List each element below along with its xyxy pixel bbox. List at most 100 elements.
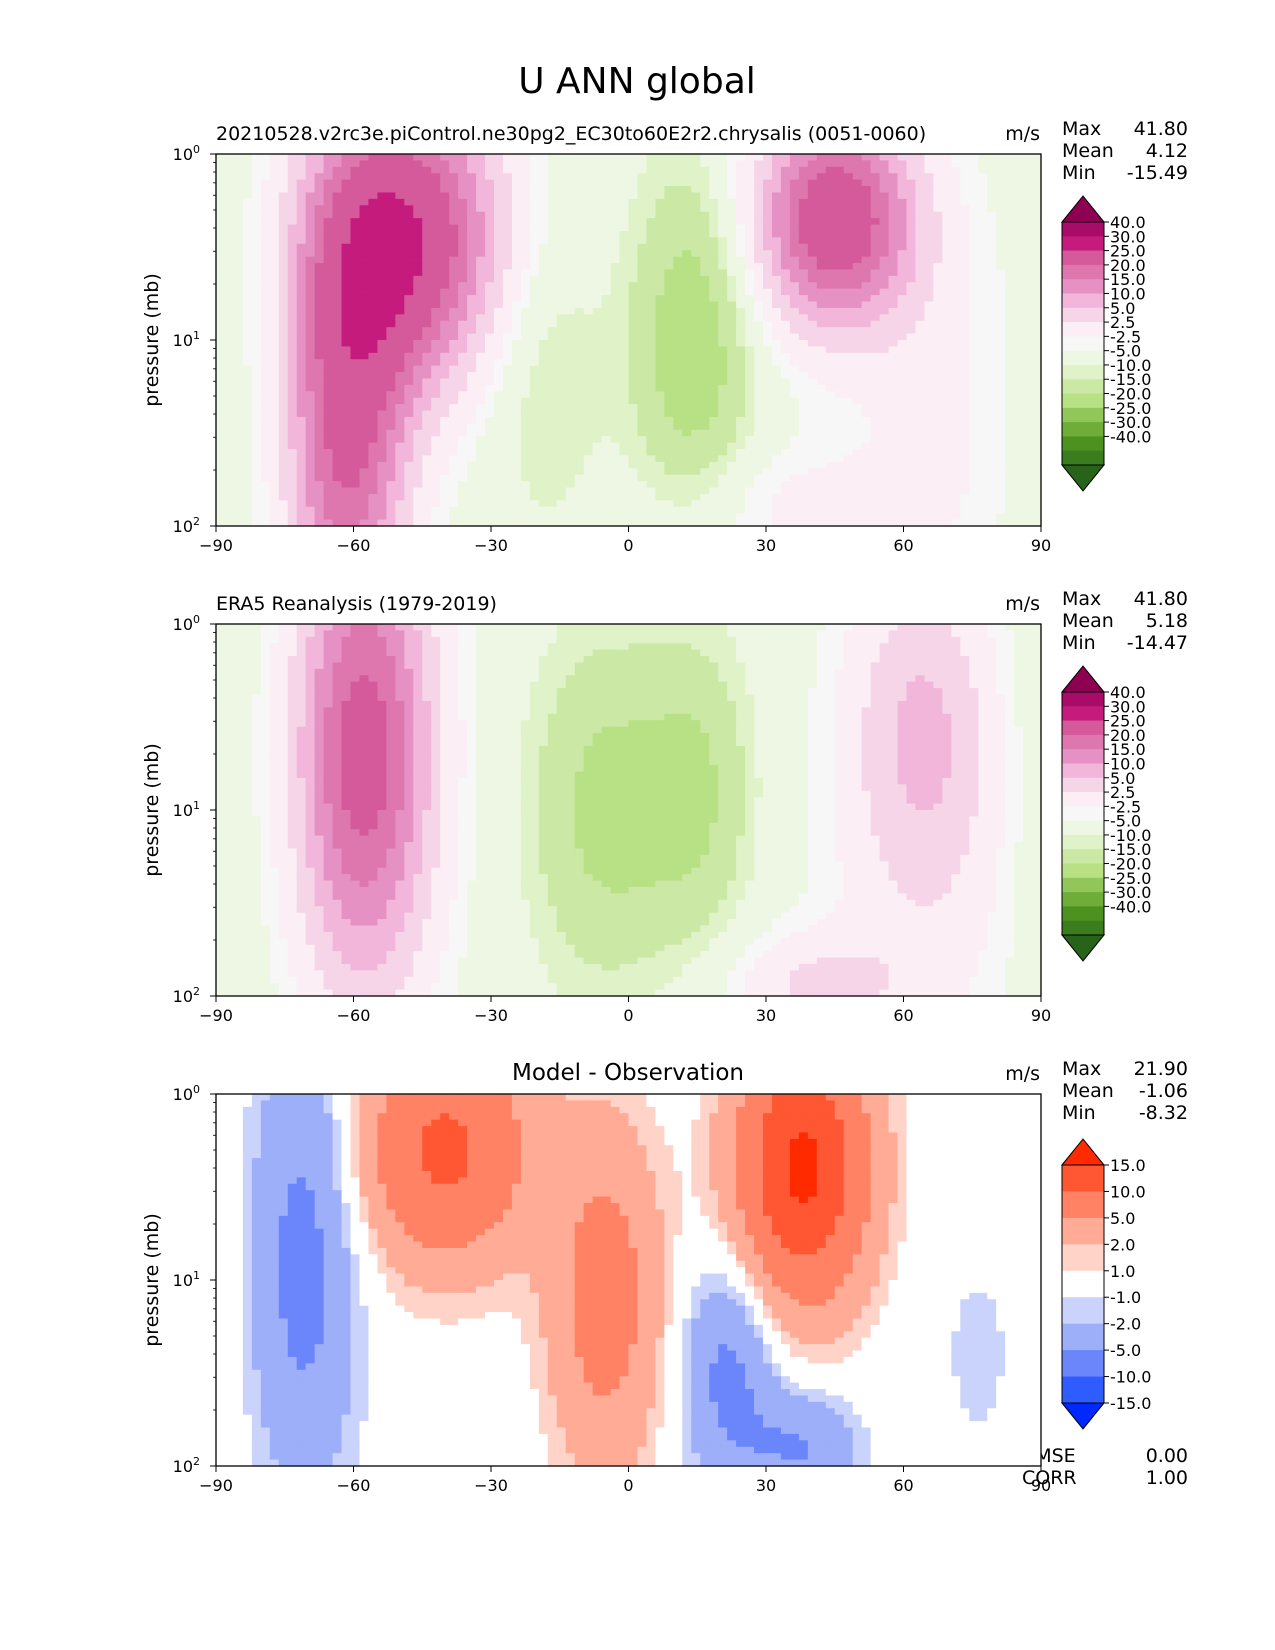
contour-cell	[853, 314, 863, 321]
contour-cell	[924, 244, 934, 251]
contour-cell	[655, 244, 665, 251]
contour-cell	[673, 295, 683, 302]
contour-cell	[655, 192, 665, 199]
contour-cell	[252, 160, 262, 167]
contour-cell	[315, 346, 325, 353]
contour-cell	[853, 180, 863, 187]
contour-cell	[395, 180, 405, 187]
contour-cell	[458, 212, 468, 219]
contour-cell	[476, 205, 486, 212]
contour-cell	[745, 276, 755, 283]
contour-cell	[709, 199, 719, 206]
contour-cell	[996, 205, 1006, 212]
contour-cell	[808, 295, 818, 302]
contour-cell	[225, 218, 235, 225]
contour-cell	[727, 199, 737, 206]
contour-cell	[673, 212, 683, 219]
contour-cell	[539, 199, 549, 206]
contour-cell	[880, 302, 890, 309]
contour-cell	[288, 257, 298, 264]
contour-cell	[754, 314, 764, 321]
contour-cell	[225, 154, 235, 161]
contour-cell	[942, 308, 952, 315]
contour-cell	[969, 192, 979, 199]
contour-cell	[817, 218, 827, 225]
contour-cell	[969, 173, 979, 180]
contour-cell	[978, 218, 988, 225]
contour-cell	[620, 225, 630, 232]
contour-cell	[700, 186, 710, 193]
contour-cell	[512, 186, 522, 193]
contour-cell	[978, 340, 988, 347]
contour-cell	[655, 314, 665, 321]
contour-cell	[476, 173, 486, 180]
contour-cell	[700, 192, 710, 199]
contour-cell	[754, 250, 764, 257]
contour-cell	[682, 308, 692, 315]
contour-cell	[655, 308, 665, 315]
contour-cell	[808, 289, 818, 296]
contour-cell	[763, 173, 773, 180]
contour-cell	[691, 192, 701, 199]
contour-cell	[727, 321, 737, 328]
contour-cell	[431, 186, 441, 193]
contour-cell	[996, 289, 1006, 296]
contour-cell	[960, 186, 970, 193]
contour-cell	[252, 353, 262, 360]
contour-cell	[637, 282, 647, 289]
contour-cell	[942, 321, 952, 328]
contour-cell	[727, 231, 737, 238]
contour-cell	[261, 250, 271, 257]
contour-cell	[1023, 321, 1033, 328]
contour-cell	[629, 282, 639, 289]
contour-cell	[315, 231, 325, 238]
contour-cell	[243, 321, 253, 328]
contour-cell	[404, 173, 414, 180]
contour-cell	[530, 205, 540, 212]
contour-cell	[422, 340, 432, 347]
contour-cell	[880, 346, 890, 353]
contour-cell	[386, 231, 396, 238]
contour-cell	[566, 289, 576, 296]
contour-cell	[324, 237, 334, 244]
contour-cell	[485, 295, 495, 302]
contour-cell	[216, 186, 226, 193]
contour-cell	[853, 257, 863, 264]
contour-cell	[297, 269, 307, 276]
contour-cell	[871, 334, 881, 341]
contour-cell	[386, 334, 396, 341]
contour-cell	[503, 340, 513, 347]
contour-cell	[1023, 257, 1033, 264]
contour-cell	[611, 269, 621, 276]
contour-cell	[817, 289, 827, 296]
contour-cell	[521, 192, 531, 199]
contour-cell	[449, 353, 459, 360]
contour-cell	[1014, 180, 1024, 187]
contour-cell	[637, 167, 647, 174]
contour-cell	[252, 263, 262, 270]
contour-cell	[673, 327, 683, 334]
contour-cell	[790, 154, 800, 161]
contour-cell	[225, 289, 235, 296]
contour-cell	[772, 302, 782, 309]
contour-cell	[817, 244, 827, 251]
contour-cell	[539, 250, 549, 257]
contour-cell	[682, 167, 692, 174]
contour-cell	[898, 257, 908, 264]
contour-cell	[853, 250, 863, 257]
contour-cell	[718, 321, 728, 328]
contour-cell	[288, 212, 298, 219]
contour-cell	[808, 244, 818, 251]
contour-cell	[772, 205, 782, 212]
contour-cell	[978, 263, 988, 270]
contour-cell	[333, 154, 343, 161]
contour-cell	[978, 250, 988, 257]
contour-cell	[279, 154, 289, 161]
contour-cell	[880, 289, 890, 296]
contour-cell	[584, 263, 594, 270]
contour-cell	[404, 237, 414, 244]
contour-cell	[288, 173, 298, 180]
contour-cell	[243, 346, 253, 353]
contour-cell	[745, 282, 755, 289]
contour-cell	[602, 180, 612, 187]
